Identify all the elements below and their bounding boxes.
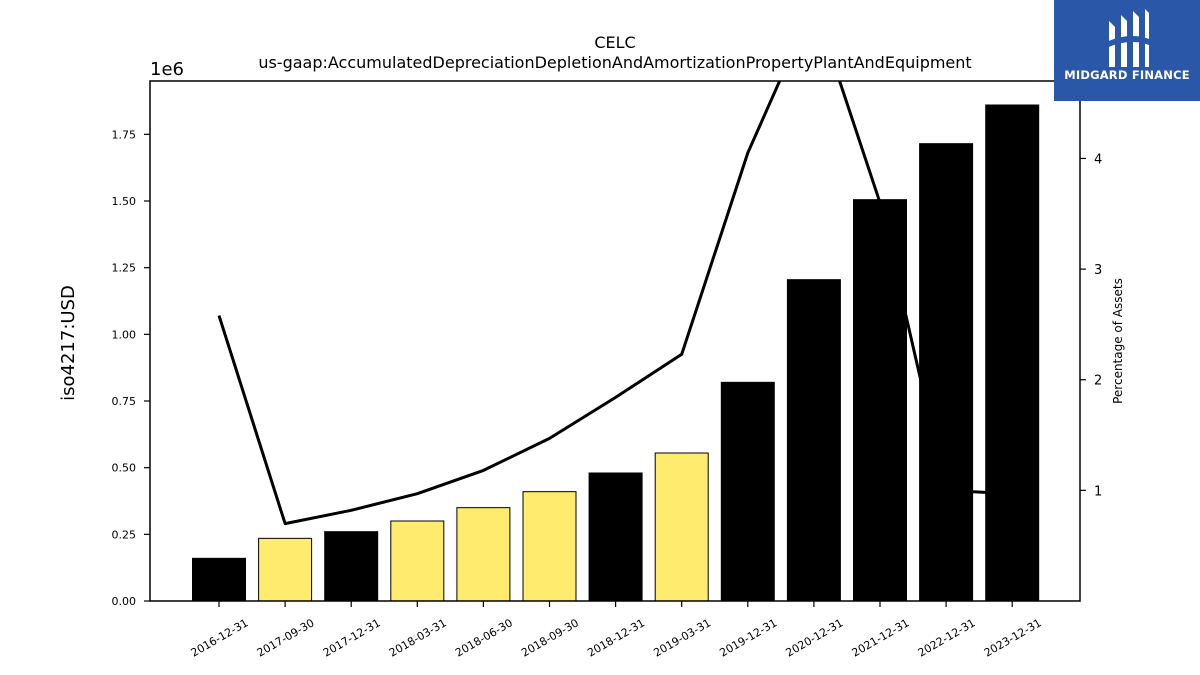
- x-tick-label: 2019-03-31: [651, 616, 713, 659]
- left-axis-ticks: 0.00 0.25 0.50 0.75 1.00 1.25 1.50 1.75: [112, 128, 150, 608]
- brand-logo-text: MIDGARD FINANCE: [1064, 68, 1190, 82]
- x-tick-label: 2021-12-31: [850, 616, 912, 659]
- x-tick-label: 2018-09-30: [519, 616, 581, 659]
- bar-2018-06-30: [456, 507, 511, 602]
- chart-title: CELC: [594, 33, 635, 52]
- y2-tick-label: 4: [1094, 152, 1102, 167]
- x-tick-label: 2018-06-30: [453, 616, 515, 659]
- percentage-of-assets-line: [217, 81, 1013, 526]
- y-tick-label: 0.50: [112, 462, 137, 475]
- right-axis-label: Percentage of Assets: [1111, 278, 1125, 404]
- bar-2021-12-31: [853, 199, 907, 602]
- bar-2019-12-31: [720, 381, 775, 602]
- x-tick-label: 2017-12-31: [321, 616, 383, 659]
- bar-2018-03-31: [390, 520, 445, 602]
- y-tick-label: 1.50: [112, 195, 137, 208]
- y-axis-label: iso4217:USD: [58, 285, 79, 401]
- line-layer: [217, 81, 1013, 526]
- x-tick-label: 2016-12-31: [189, 616, 251, 659]
- y2-tick-label: 3: [1094, 263, 1102, 278]
- x-tick-label: 2018-03-31: [387, 616, 449, 659]
- midgard-logo-icon: [1105, 9, 1149, 67]
- y2-tick-label: 2: [1094, 374, 1102, 389]
- bar-2022-12-31: [919, 143, 974, 602]
- x-tick-label: 2017-09-30: [255, 616, 317, 659]
- bar-2017-12-31: [324, 531, 379, 602]
- bar-2020-12-31: [786, 279, 841, 602]
- y-tick-label: 1.75: [112, 128, 137, 141]
- y2-tick-label: 1: [1094, 484, 1102, 499]
- x-tick-label: 2023-12-31: [982, 616, 1044, 659]
- y-tick-label: 0.00: [112, 595, 137, 608]
- bars-group: [192, 104, 1040, 602]
- y-tick-label: 1.25: [112, 262, 137, 275]
- x-tick-label: 2019-12-31: [717, 616, 779, 659]
- x-tick-label: 2020-12-31: [784, 616, 846, 659]
- bar-2018-09-30: [522, 491, 577, 602]
- bar-2019-03-31: [654, 452, 709, 602]
- y-tick-label: 0.25: [112, 528, 137, 541]
- bar-2016-12-31: [192, 557, 246, 602]
- bar-2018-12-31: [588, 472, 643, 602]
- brand-logo: MIDGARD FINANCE: [1054, 0, 1200, 101]
- x-tick-label: 2018-12-31: [585, 616, 647, 659]
- y-tick-label: 0.75: [112, 395, 137, 408]
- bar-2023-12-31: [985, 104, 1040, 602]
- y-axis-offset-label: 1e6: [150, 59, 184, 80]
- y-tick-label: 1.00: [112, 328, 137, 341]
- right-axis-ticks: 1 2 3 4: [1080, 152, 1102, 499]
- x-axis-ticks: 2016-12-31 2017-09-30 2017-12-31 2018-03-31…: [189, 601, 1044, 660]
- x-tick-label: 2022-12-31: [916, 616, 978, 659]
- bar-2017-09-30: [258, 537, 313, 602]
- chart-subtitle: us-gaap:AccumulatedDepreciationDepletion…: [258, 53, 971, 72]
